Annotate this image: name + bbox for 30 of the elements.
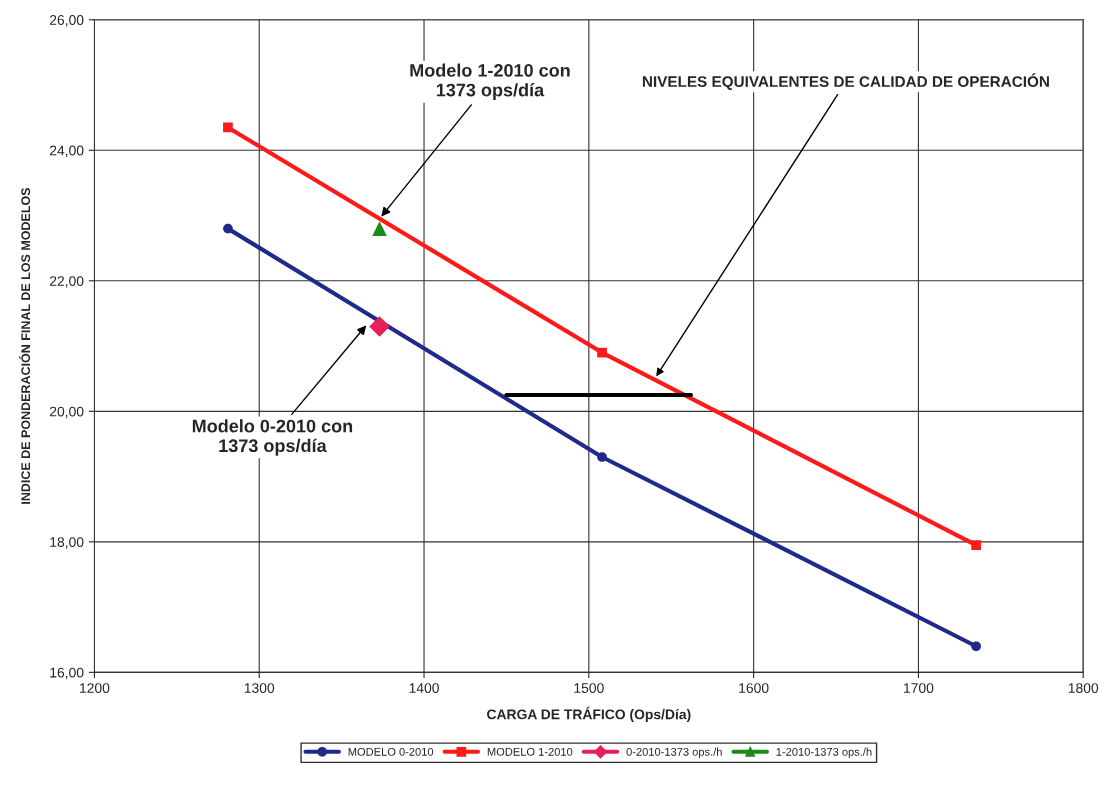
- x-tick-label: 1300: [244, 683, 275, 693]
- x-tick-label: 1500: [574, 683, 604, 693]
- x-tick-label: 1700: [904, 683, 934, 693]
- annotation: NIVELES EQUIVALENTES DE CALIDAD DE OPERACIÓN: [642, 73, 1049, 90]
- point: [597, 347, 607, 358]
- x-tick-label: 1200: [80, 683, 110, 693]
- y-axis-title: INDICE DE PONDERACIÓN FINAL DE LOS MODELOS: [18, 187, 31, 504]
- y-tick-label: 20,00: [49, 406, 84, 419]
- legend-label: MODELO 0-2010: [348, 747, 434, 756]
- y-tick-label: 16,00: [50, 667, 84, 680]
- legend-label: 0-2010-1373 ops./h: [626, 747, 722, 758]
- point: [597, 452, 607, 462]
- point: [971, 540, 981, 550]
- annotation: Modelo 1-2010 con 1373 ops/día: [410, 63, 570, 100]
- point: [223, 223, 233, 234]
- annotation: Modelo 0-2010 con 1373 ops/día: [192, 419, 353, 456]
- x-axis-title: CARGA DE TRÁFICO (Ops/Día): [487, 706, 691, 723]
- y-tick-label: 26,00: [49, 15, 84, 27]
- y-tick-label: 22,00: [49, 276, 84, 288]
- point: [372, 221, 387, 236]
- x-tick-label: 1400: [409, 683, 439, 693]
- point: [369, 316, 390, 337]
- x-tick-label: 1600: [739, 683, 769, 693]
- legend-label: MODELO 1-2010: [487, 747, 573, 756]
- legend-label: 1-2010-1373 ops./h: [776, 747, 872, 758]
- y-tick-label: 18,00: [50, 537, 84, 549]
- y-tick-label: 24,00: [49, 145, 84, 158]
- point: [223, 122, 233, 133]
- point: [971, 641, 981, 652]
- x-tick-label: 1800: [1068, 683, 1099, 693]
